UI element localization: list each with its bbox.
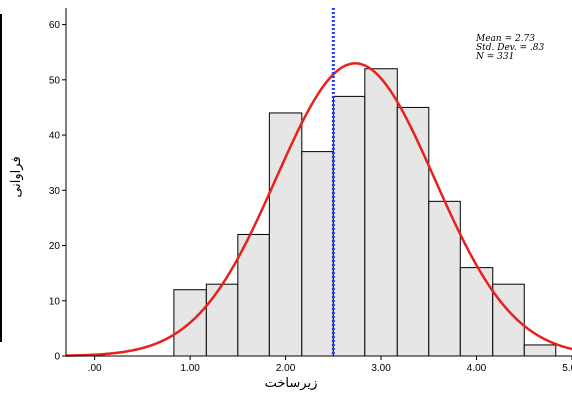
histogram-bar-2 [237,233,270,357]
y-tick-label: 0 [54,352,60,363]
x-tick-label: 2.00 [276,363,296,374]
histogram-bar-11 [523,344,557,357]
histogram-bar-7 [396,106,430,357]
bars-group [173,68,557,357]
curve-group [65,62,572,357]
left-edge-line [0,14,2,342]
y-tick-label: 50 [49,75,61,86]
histogram-bar-5 [332,95,366,357]
stats-std-dev: Std. Dev. = .83 [476,43,545,53]
histogram-bar-1 [205,283,239,357]
axes-group [65,8,572,357]
histogram-bar-8 [428,200,461,357]
stats-mean: Mean = 2.73 [475,34,535,44]
y-tick-label: 40 [49,131,61,142]
ticks-group: 0 10 20 30 40 50 60 .00 1.00 2.00 3.00 4.00 5.00 [49,20,572,374]
y-tick-label: 20 [49,241,61,252]
normal-curve [65,62,572,357]
histogram-bar-9 [459,267,494,357]
histogram-bar-10 [492,283,525,357]
histogram-bar-6 [364,68,398,357]
y-axis-title: فراوانی [9,156,24,197]
x-tick-label: 4.00 [467,363,487,374]
y-tick-label: 30 [49,186,61,197]
x-tick-label: 5.00 [562,363,572,374]
y-tick-label: 60 [49,20,61,31]
y-tick-label: 10 [49,296,61,307]
x-axis-title: زیرساخت [265,376,318,391]
x-tick-label: 1.00 [180,363,200,374]
stats-n: N = 331 [475,52,514,62]
histogram-bar-3 [268,112,303,357]
histogram-bar-4 [301,151,334,357]
x-tick-label: .00 [88,363,102,374]
x-tick-label: 3.00 [371,363,391,374]
